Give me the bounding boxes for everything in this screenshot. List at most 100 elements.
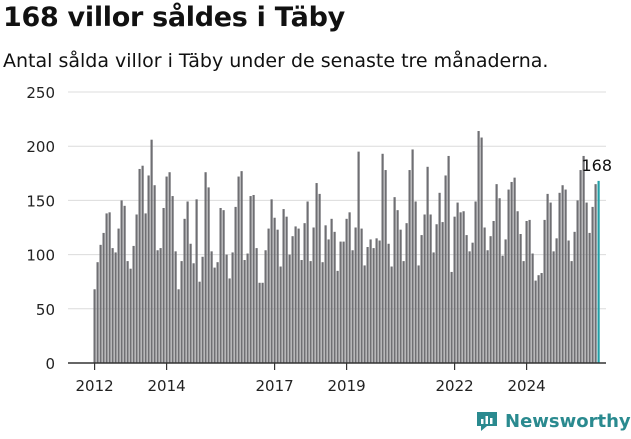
bar [495,184,498,363]
bar [267,228,270,363]
bar [360,228,363,363]
bar [144,213,147,363]
bar [258,282,261,363]
bar [222,210,225,363]
bar [201,256,204,363]
bar [477,131,480,363]
bar [303,223,306,363]
bar [252,194,255,363]
bar [459,212,462,363]
bar [207,187,210,363]
bar [321,262,324,363]
bar [531,253,534,363]
bar [204,172,207,363]
bar [474,201,477,363]
bar [579,170,582,363]
x-tick-label: 2019 [328,377,366,395]
bar [345,218,348,363]
newsworthy-logo-icon [477,412,497,431]
bar [420,235,423,363]
bar [492,220,495,363]
bar [255,248,258,363]
y-tick-label: 250 [26,84,55,102]
bar [540,273,543,363]
bar [507,189,510,363]
bar [294,226,297,363]
bar [453,216,456,363]
bar [396,210,399,363]
bar [339,241,342,363]
bar [372,248,375,363]
bar [174,251,177,363]
bar [132,245,135,363]
bar [447,155,450,363]
bar [141,165,144,363]
bar [219,207,222,363]
bar [510,181,513,363]
bar [516,211,519,363]
bar [306,201,309,363]
x-tick-label: 2014 [148,377,186,395]
bar [489,236,492,363]
bar [444,175,447,363]
bar [165,176,168,363]
bar [582,155,585,363]
bar [501,255,504,363]
bar [285,216,288,363]
bar [351,250,354,363]
bar [504,239,507,363]
bar [288,254,291,363]
bar [261,282,264,363]
bar [228,278,231,363]
bar [369,239,372,363]
bar [408,170,411,363]
last-value-label: 168 [582,156,613,175]
y-tick-label: 50 [36,301,55,319]
bar [93,289,96,363]
bar [198,281,201,363]
bar [177,289,180,363]
y-tick-label: 100 [26,247,55,265]
bar [357,151,360,363]
bar [246,253,249,363]
bar [111,248,114,363]
bar [135,214,138,363]
bar [330,218,333,363]
bar [543,219,546,363]
bar [237,176,240,363]
x-tick-label: 2012 [76,377,114,395]
bar [327,239,330,363]
bar [147,175,150,363]
bar [279,266,282,363]
bar [555,238,558,363]
bar [276,229,279,363]
bar [390,266,393,363]
bar [402,261,405,363]
bar [465,235,468,363]
bar [594,184,597,363]
bar [519,234,522,363]
chart-title: 168 villor såldes i Täby [3,2,345,33]
bar [168,172,171,363]
bar [513,177,516,363]
bar [312,227,315,363]
bar [162,207,165,363]
x-tick-label: 2022 [436,377,474,395]
bar [387,243,390,363]
bar [333,231,336,363]
x-tick-label: 2024 [508,377,546,395]
bar [108,212,111,363]
bar [486,250,489,363]
bar [216,262,219,363]
bar [195,199,198,363]
bar [297,228,300,363]
bar [114,252,117,363]
bar [363,265,366,363]
bar [456,202,459,363]
bar [399,229,402,363]
bar [588,232,591,363]
bar [183,218,186,363]
bar [99,244,102,363]
bar [192,263,195,363]
